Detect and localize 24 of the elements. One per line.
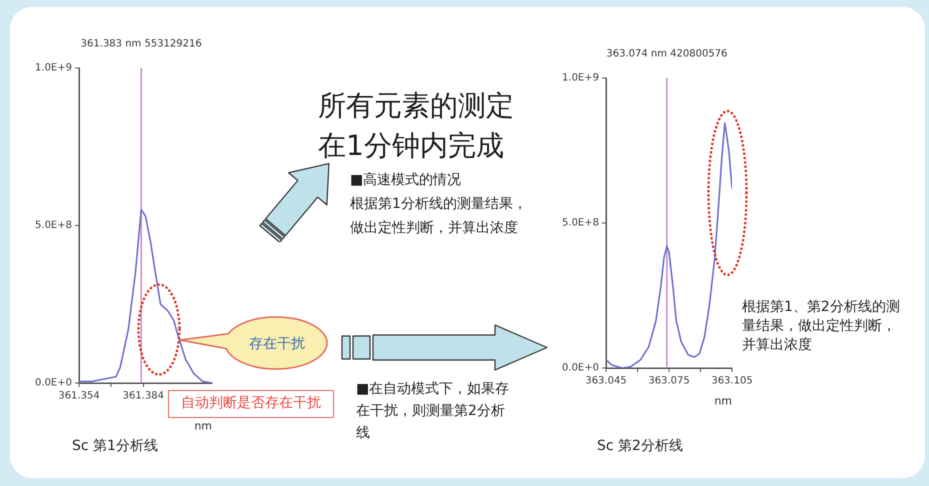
text: ■高速模式的情况	[350, 171, 462, 190]
x-tick-label: 361.384	[122, 390, 164, 402]
y-tick-label: 1.0E+9	[35, 62, 72, 74]
ref-line-label: 363.074 nm 420800576	[606, 48, 728, 60]
x-tick-label: 363.075	[648, 376, 690, 387]
text: 自动判断是否存在干扰	[168, 390, 334, 418]
text: 根据第1分析线的测量结果，做出定性判断，并算出浓度	[350, 195, 528, 238]
x-tick-label: 363.045	[585, 376, 627, 387]
y-tick-label: 5.0E+8	[562, 218, 599, 229]
x-tick-label: 361.354	[58, 390, 100, 402]
ref-line-label: 361.383 nm 553129216	[80, 38, 202, 50]
y-tick-label: 5.0E+8	[35, 220, 72, 232]
x-axis-title: nm	[194, 419, 212, 432]
y-tick-label: 0.0E+0	[562, 362, 599, 374]
text: ■在自动模式下，如果存在干扰，则测量第2分析线	[356, 380, 510, 443]
text: 根据第1、第2分析线的测量结果，做出定性判断，并算出浓度	[742, 298, 901, 355]
x-axis-title: nm	[714, 394, 732, 408]
y-tick-label: 0.0E+0	[35, 378, 72, 389]
text: 所有元素的测定在1分钟内完成	[318, 88, 515, 164]
text: 存在干扰	[248, 335, 306, 354]
text: Sc 第1分析线	[72, 437, 158, 455]
text: Sc 第2分析线	[597, 437, 683, 455]
x-tick-label: 363.105	[711, 376, 753, 387]
y-tick-label: 1.0E+9	[562, 72, 599, 84]
